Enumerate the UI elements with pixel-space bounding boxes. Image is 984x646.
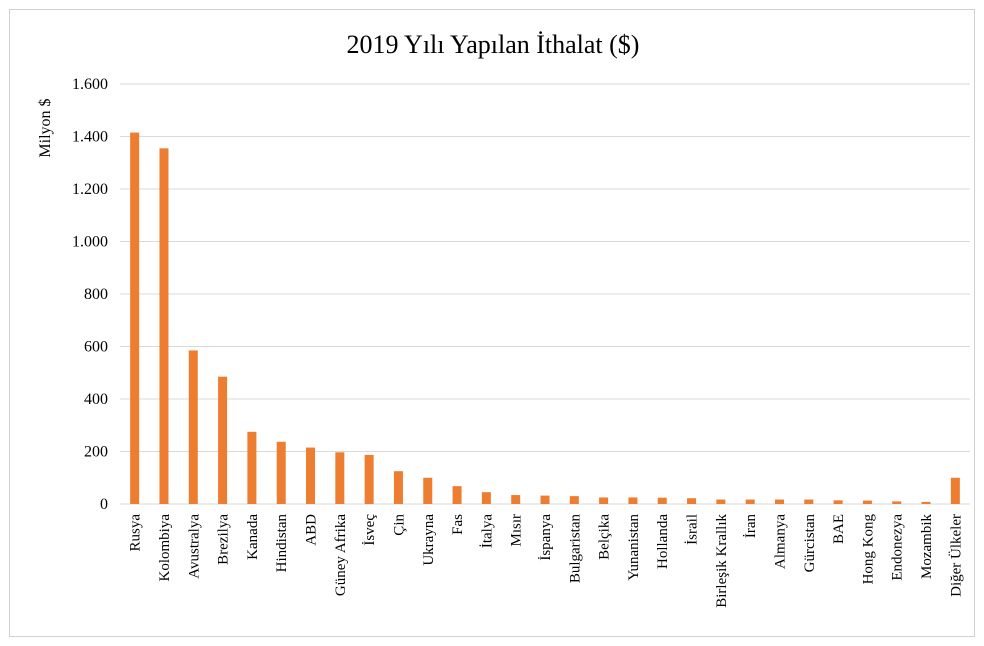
y-tick-label: 600 <box>84 339 108 356</box>
y-tick-label: 1.400 <box>72 129 108 146</box>
x-tick-label: Çin <box>391 514 407 536</box>
bar <box>774 499 784 504</box>
bar <box>569 496 579 504</box>
bar <box>511 495 521 504</box>
bar-chart: 2019 Yılı Yapılan İthalat ($) Milyon $ 0… <box>37 30 970 608</box>
bar <box>481 492 491 504</box>
x-tick-label: Belçika <box>597 514 613 560</box>
y-axis-label: Milyon $ <box>37 98 54 157</box>
bar <box>599 497 609 504</box>
y-tick-label: 400 <box>84 391 108 408</box>
bar <box>247 431 257 504</box>
x-tick-label: Bulgaristan <box>567 514 583 584</box>
x-tick-label: Avustralya <box>186 514 202 579</box>
x-tick-label: Endonezya <box>890 514 906 581</box>
bar <box>335 452 345 504</box>
bar <box>452 486 462 504</box>
x-tick-label: İsveç <box>362 514 378 546</box>
x-tick-labels: Rusya Kolombiya Avustralya Brezilya Kanada Hi… <box>128 514 965 608</box>
y-tick-label: 1.600 <box>72 76 108 93</box>
x-tick-label: Yunanistan <box>626 514 642 581</box>
bar <box>130 132 140 504</box>
bar <box>950 477 960 504</box>
bar <box>833 500 843 504</box>
bar <box>306 447 316 504</box>
x-tick-label: İran <box>743 514 759 539</box>
y-tick-label: 200 <box>84 444 108 461</box>
x-tick-label: Almanya <box>772 514 788 569</box>
x-tick-label: Mozambik <box>919 514 935 579</box>
bar <box>687 498 697 504</box>
x-tick-label: Kolombiya <box>157 514 173 582</box>
chart-frame: 2019 Yılı Yapılan İthalat ($) Milyon $ 0… <box>9 9 975 637</box>
y-tick-label: 1.000 <box>72 234 108 251</box>
y-tick-label: 0 <box>100 496 108 513</box>
x-tick-label: Gürcistan <box>802 514 818 573</box>
x-tick-label: Fas <box>450 514 466 535</box>
y-tick-label: 800 <box>84 286 108 303</box>
x-tick-label: Rusya <box>128 514 144 552</box>
x-tick-label: Hollanda <box>655 514 671 569</box>
x-tick-label: BAE <box>831 514 847 544</box>
bar <box>276 441 286 504</box>
bar <box>540 495 550 504</box>
y-tick-labels: 0 200 400 600 800 1.000 1.200 1.400 1.600 <box>72 76 108 513</box>
x-tick-label: Brezilya <box>216 514 232 565</box>
bar <box>745 499 755 504</box>
bar <box>628 497 638 504</box>
bar <box>716 499 726 504</box>
bar <box>159 148 169 504</box>
bar <box>657 497 667 504</box>
bar <box>892 501 902 504</box>
bar <box>423 477 433 504</box>
x-tick-label: İtalya <box>479 514 495 548</box>
x-tick-label: İsrail <box>685 514 701 545</box>
bar <box>862 500 872 504</box>
x-tick-label: Güney Afrika <box>333 514 349 596</box>
x-tick-label: Kanada <box>245 514 261 560</box>
bar <box>921 501 931 504</box>
gridlines <box>120 83 970 505</box>
chart-title: 2019 Yılı Yapılan İthalat ($) <box>347 30 640 59</box>
bar <box>364 454 374 504</box>
bar <box>804 499 814 504</box>
bars <box>130 132 960 504</box>
x-tick-label: Diğer Ülkeler <box>947 514 964 597</box>
x-tick-label: Birleşik Krallık <box>714 514 730 608</box>
bar <box>188 350 198 504</box>
bar <box>393 471 403 504</box>
x-tick-label: Hindistan <box>274 514 290 573</box>
x-tick-label: Ukrayna <box>421 514 437 566</box>
x-tick-label: Mısır <box>509 514 525 547</box>
y-tick-label: 1.200 <box>72 181 108 198</box>
x-tick-label: İspanya <box>538 514 554 561</box>
x-tick-label: ABD <box>304 514 320 546</box>
bar <box>218 376 228 504</box>
x-tick-label: Hong Kong <box>860 514 876 585</box>
